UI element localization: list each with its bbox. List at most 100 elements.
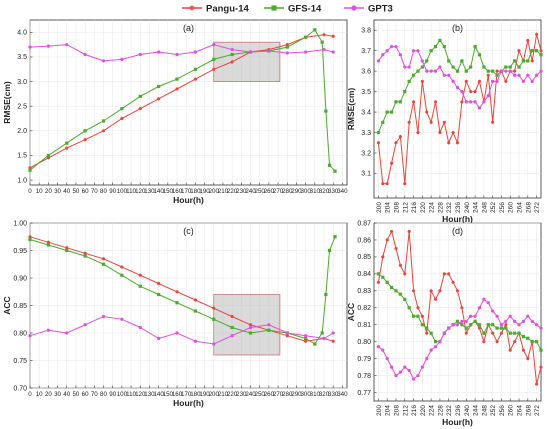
x-tick-label: 20 — [45, 188, 52, 195]
x-tick-label: 170 — [181, 391, 192, 398]
legend-item-gpt3: GPT3 — [344, 4, 393, 15]
data-point — [464, 79, 468, 83]
y-axis-label: ACC — [2, 296, 12, 314]
data-point — [425, 331, 429, 335]
data-point — [65, 146, 69, 150]
y-tick-label: 3.5 — [361, 89, 371, 96]
x-tick-label: 150 — [163, 391, 174, 398]
data-point — [230, 52, 234, 57]
data-point — [411, 289, 416, 293]
data-point — [313, 28, 317, 32]
data-point — [120, 265, 124, 269]
data-point — [394, 246, 398, 251]
x-tick-label: 290 — [291, 188, 302, 195]
data-point — [425, 326, 429, 330]
x-tick-label: 340 — [337, 188, 348, 195]
data-point — [455, 319, 460, 323]
data-point — [285, 45, 289, 49]
x-tick-label: 260 — [264, 391, 275, 398]
data-point — [473, 100, 477, 104]
x-tick-label: 220 — [420, 202, 427, 213]
data-point — [411, 314, 416, 318]
y-tick-label: 0.70 — [13, 385, 27, 392]
data-point — [389, 110, 394, 114]
y-tick-label: 0.85 — [13, 303, 27, 310]
y-tick-label: 0.75 — [13, 358, 27, 365]
data-point — [469, 65, 473, 69]
x-tick-label: 236 — [455, 405, 462, 416]
data-point — [477, 323, 482, 327]
data-point — [460, 100, 464, 104]
data-point — [65, 141, 69, 145]
y-tick-label: 0.80 — [357, 339, 371, 346]
x-tick-label: 100 — [117, 391, 128, 398]
x-tick-label: 70 — [91, 391, 98, 398]
chart-panel-1: (a) 0 10 20 30 40 50 60 70 80 90 100 110 120130140150… — [2, 19, 348, 205]
x-tick-label: 90 — [109, 188, 116, 195]
y-tick-label: 3.6 — [361, 68, 371, 75]
data-point — [429, 49, 433, 53]
data-point — [389, 44, 394, 49]
data-point — [425, 357, 429, 361]
x-tick-label: 232 — [446, 405, 453, 416]
data-point — [83, 129, 87, 133]
data-point — [193, 50, 197, 54]
x-tick-label: 224 — [429, 405, 436, 416]
data-point — [464, 326, 468, 330]
y-tick-label: 0.80 — [13, 330, 27, 337]
data-point — [521, 348, 526, 352]
data-point — [333, 169, 337, 173]
data-point — [530, 59, 534, 63]
x-axis: 200 204 208 212 216 220 224 228 232 236 240 244 248 2… — [376, 195, 541, 224]
data-point — [491, 323, 495, 327]
x-tick-label: 90 — [109, 391, 116, 398]
data-point — [491, 309, 495, 313]
legend-item-pangu-14: Pangu-14 — [182, 4, 249, 15]
x-tick-label: 140 — [153, 188, 164, 195]
data-point — [101, 129, 106, 133]
x-tick-label: 208 — [393, 405, 400, 416]
gridlines — [374, 222, 541, 401]
data-point — [447, 59, 451, 63]
data-point — [403, 90, 407, 94]
data-point — [327, 248, 332, 253]
data-point — [212, 57, 216, 62]
data-point — [495, 69, 499, 73]
data-point — [429, 348, 433, 352]
data-point — [83, 138, 87, 142]
data-point — [322, 33, 326, 37]
data-point — [28, 334, 32, 338]
data-point — [504, 79, 508, 83]
data-point — [535, 340, 539, 344]
chart-panel-2: (b)200 204 208 212 216 220 224 228 232 236 240 244 2… — [346, 19, 543, 224]
data-point — [455, 85, 460, 90]
data-point — [521, 59, 526, 63]
data-point — [508, 348, 512, 352]
zoom-highlight-box — [213, 41, 281, 82]
x-tick-label: 330 — [328, 188, 339, 195]
x-tick-label: 20 — [45, 391, 52, 398]
data-point — [193, 67, 197, 71]
data-point — [322, 336, 326, 341]
data-point — [331, 34, 335, 38]
x-tick-label: 200 — [209, 188, 220, 195]
x-tick-label: 180 — [190, 391, 201, 398]
data-point — [530, 79, 534, 83]
x-tick-label: 0 — [28, 391, 32, 398]
data-point — [451, 323, 455, 327]
data-point — [324, 109, 328, 113]
x-tick-label: 10 — [36, 188, 43, 195]
data-point — [120, 107, 124, 111]
data-point — [482, 100, 486, 104]
data-point — [420, 365, 424, 369]
data-point — [212, 342, 216, 346]
data-point — [385, 182, 389, 186]
y-tick-label: 3.8 — [361, 28, 371, 35]
y-axis-label: RMSE(cm) — [2, 81, 12, 124]
data-point — [539, 348, 543, 352]
data-point — [394, 373, 398, 378]
data-point — [320, 40, 324, 44]
x-tick-label: 250 — [255, 391, 266, 398]
data-point — [442, 331, 446, 335]
x-tick-label: 330 — [328, 391, 339, 398]
